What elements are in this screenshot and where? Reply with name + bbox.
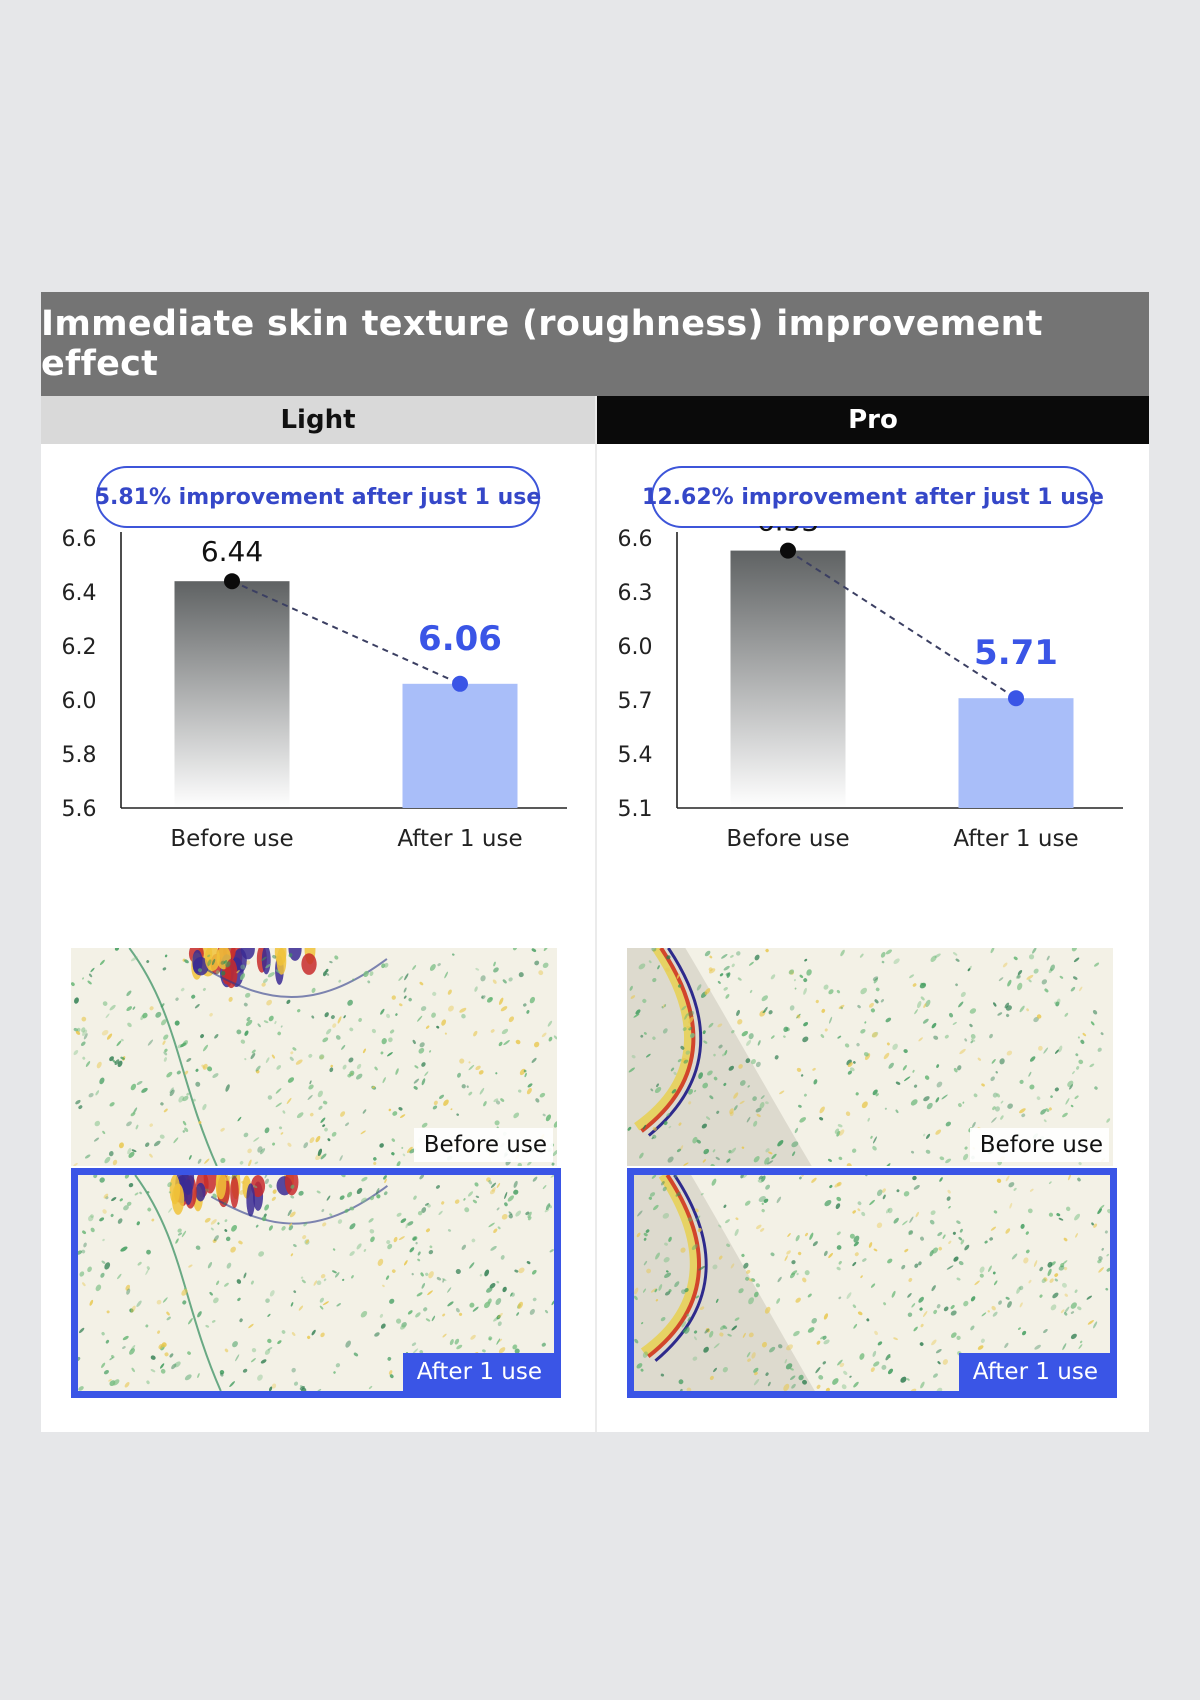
data-point-after [452, 675, 468, 692]
photo-label-before-light: Before use [413, 1128, 553, 1162]
data-point-after [1008, 690, 1024, 707]
improvement-badge-pro: 12.62% improvement after just 1 use [642, 466, 1104, 528]
panel-header-light: Light [41, 396, 595, 444]
photo-label-before-pro: Before use [969, 1128, 1109, 1162]
y-tick-label: 6.6 [62, 527, 97, 552]
y-tick-label: 5.8 [62, 743, 97, 768]
texture-photos-light: Before use After 1 use [71, 948, 561, 1400]
value-label-after: 6.06 [418, 619, 502, 659]
y-tick-label: 5.7 [618, 689, 653, 714]
y-tick-label: 6.3 [618, 581, 653, 606]
panel-pro: Pro 12.62% improvement after just 1 use … [595, 396, 1149, 1432]
x-tick-label: After 1 use [953, 826, 1078, 852]
trend-connector [787, 549, 1017, 700]
photo-after-light: After 1 use [71, 1168, 561, 1398]
improvement-badge-light: 5.81% improvement after just 1 use [95, 466, 541, 528]
x-tick-label: After 1 use [397, 826, 522, 852]
bar-before [730, 550, 846, 808]
panel-header-pro: Pro [597, 396, 1149, 444]
bar-after [958, 698, 1074, 808]
photo-after-pro: After 1 use [627, 1168, 1117, 1398]
value-label-before: 6.44 [201, 535, 263, 568]
y-tick-label: 5.6 [62, 797, 97, 822]
y-tick-label: 6.2 [62, 635, 97, 660]
data-point-before [780, 542, 796, 559]
photo-label-after-pro: After 1 use [958, 1353, 1110, 1391]
infographic-card: Immediate skin texture (roughness) impro… [41, 292, 1149, 1432]
photo-before-pro: Before use [627, 948, 1113, 1166]
texture-photos-pro: Before use After 1 use [627, 948, 1117, 1400]
y-tick-label: 6.6 [618, 527, 653, 552]
chart-pro: 6.6 6.3 6.0 5.7 5.4 5.1 Before use After 1 use 6… [618, 526, 1123, 852]
y-tick-label: 6.0 [618, 635, 653, 660]
photo-label-after-light: After 1 use [402, 1353, 554, 1391]
y-tick-label: 6.0 [62, 689, 97, 714]
trend-connector [231, 580, 461, 685]
bar-before [174, 581, 290, 808]
page-title: Immediate skin texture (roughness) impro… [41, 292, 1149, 396]
x-tick-label: Before use [170, 826, 293, 852]
y-tick-label: 5.4 [618, 743, 653, 768]
chart-light: 6.6 6.4 6.2 6.0 5.8 5.6 Before use After 1 use 6… [62, 527, 567, 852]
value-label-before: 6.53 [757, 526, 819, 538]
bar-after [402, 683, 518, 808]
photo-before-light: Before use [71, 948, 557, 1166]
value-label-after: 5.71 [974, 633, 1058, 673]
y-tick-label: 5.1 [618, 797, 653, 822]
panel-light: Light 5.81% improvement after just 1 use… [41, 396, 595, 1432]
y-tick-label: 6.4 [62, 581, 97, 606]
x-tick-label: Before use [726, 826, 849, 852]
data-point-before [224, 573, 240, 590]
